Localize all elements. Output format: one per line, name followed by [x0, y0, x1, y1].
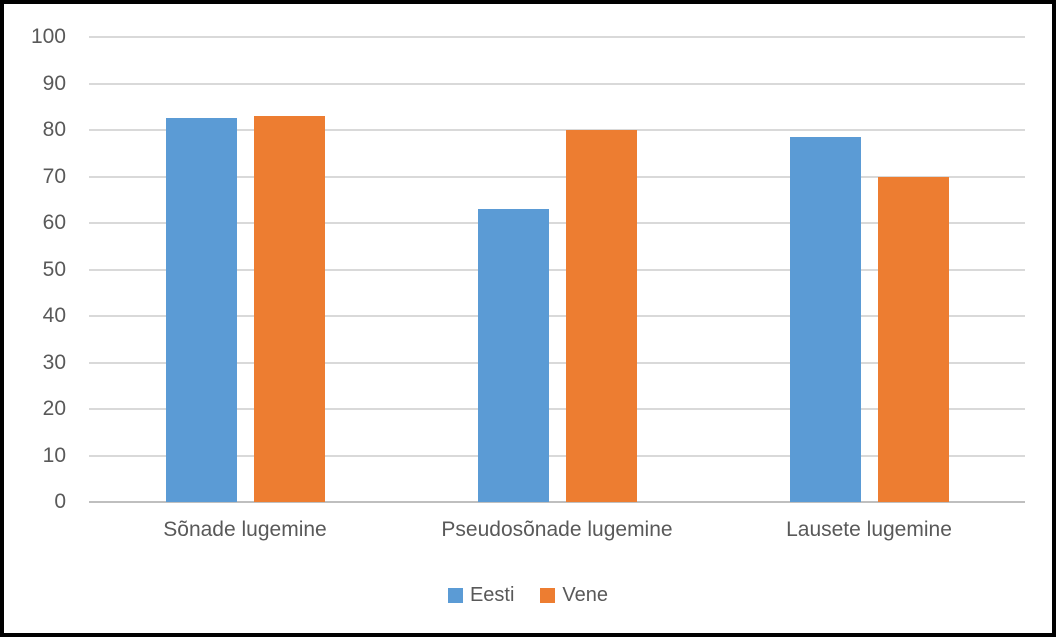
- gridline: [89, 315, 1025, 317]
- bar-vene: [253, 116, 325, 502]
- legend-item-vene: Vene: [540, 583, 608, 607]
- gridline: [89, 454, 1025, 457]
- bar-eesti: [477, 209, 549, 502]
- gridline: [89, 36, 1025, 38]
- gridline: [89, 175, 1025, 178]
- gridline: [89, 82, 1025, 85]
- y-tick-label: 40: [42, 304, 66, 327]
- y-tick-label: 60: [42, 211, 66, 234]
- y-tick-label: 70: [42, 164, 66, 188]
- legend-item-eesti: Eesti: [447, 583, 515, 607]
- legend-label: Eesti: [469, 584, 515, 606]
- y-tick-label: 20: [42, 397, 66, 420]
- gridline: [89, 408, 1025, 410]
- y-tick-label: 30: [42, 350, 66, 374]
- y-tick-label: 10: [42, 443, 66, 467]
- legend-label: Vene: [562, 584, 609, 606]
- category-label: Lausete lugemine: [786, 518, 952, 541]
- bar-eesti: [789, 136, 861, 502]
- legend-swatch-icon: [447, 587, 463, 603]
- bar-vene: [565, 130, 637, 502]
- y-tick-label: 50: [42, 257, 66, 281]
- y-tick-label: 100: [30, 25, 66, 48]
- gridline: [89, 129, 1025, 131]
- x-axis-line: [89, 501, 1025, 503]
- gridline: [89, 268, 1025, 271]
- bar-vene: [877, 176, 949, 502]
- y-tick-label: 80: [42, 118, 66, 141]
- y-tick-label: 90: [42, 71, 66, 95]
- gridline: [89, 222, 1025, 224]
- bar-group: [89, 37, 401, 502]
- y-tick-label: 0: [54, 490, 66, 513]
- category-label: Pseudosõnade lugemine: [441, 518, 673, 541]
- legend-swatch-icon: [540, 587, 556, 603]
- category-label: Sõnade lugemine: [163, 518, 327, 541]
- gridline: [89, 361, 1025, 364]
- plot-area: [89, 36, 1025, 503]
- bar-eesti: [165, 118, 237, 502]
- bar-group: [401, 37, 713, 502]
- bar-group: [713, 37, 1025, 502]
- legend: Eesti Vene: [4, 583, 1052, 607]
